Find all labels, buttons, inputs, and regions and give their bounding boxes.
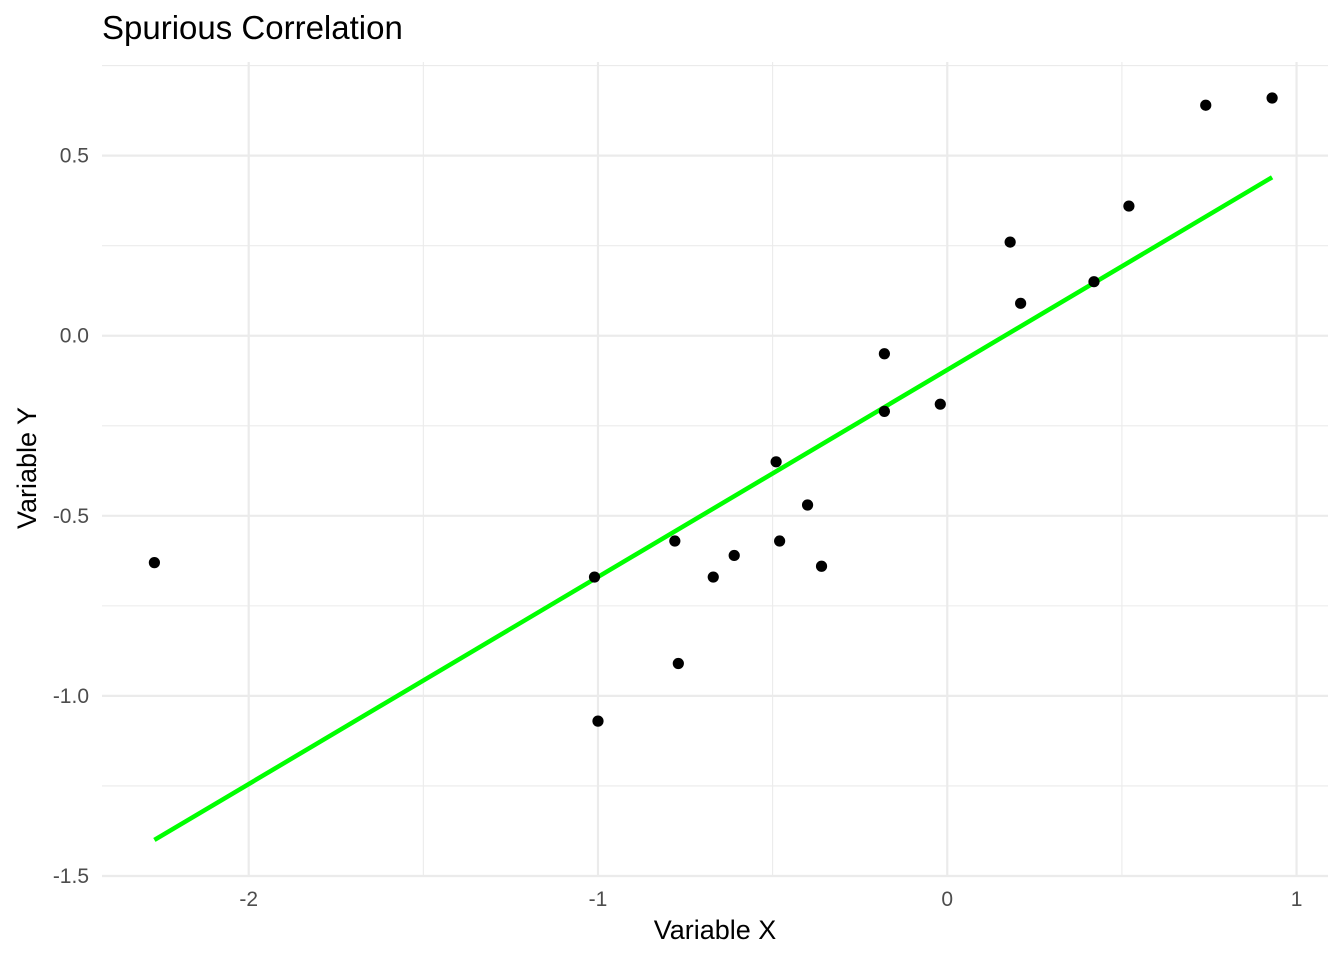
data-point [588,571,601,583]
x-axis-title: Variable X [654,915,777,945]
data-point [728,549,740,562]
grid [102,62,1328,878]
x-tick-label: 0 [941,888,953,911]
data-point [878,348,891,360]
y-tick-label: -1.0 [53,685,89,708]
y-axis-tick-labels: -1.5 -1.0 -0.5 0.0 0.5 [53,145,89,888]
y-tick-label: -0.5 [53,505,89,528]
data-point [669,535,681,547]
data-point [592,715,604,727]
data-point [672,657,684,670]
data-point [1088,276,1100,288]
data-point [815,560,828,572]
data-point [1266,92,1278,104]
data-marks [148,92,1278,842]
data-point [1015,297,1027,309]
data-point [707,571,719,583]
data-point [934,398,946,410]
data-point [148,557,160,569]
chart-title: Spurious Correlation [102,9,403,46]
y-tick-label: -1.5 [53,865,89,888]
data-point [801,499,814,511]
y-tick-label: 0.5 [60,145,89,168]
x-tick-label: 1 [1291,888,1303,911]
data-point [774,535,786,547]
x-axis-tick-labels: -2 -1 0 1 [239,888,1302,911]
x-tick-label: -2 [239,888,258,911]
y-tick-label: 0.0 [60,325,89,348]
data-point [770,456,782,468]
y-axis-title: Variable Y [12,407,42,529]
data-point [1004,236,1016,248]
data-point [1123,200,1135,212]
x-tick-label: -1 [589,888,608,911]
data-point [1200,99,1212,111]
data-point [878,405,891,417]
trend-line [153,175,1274,842]
